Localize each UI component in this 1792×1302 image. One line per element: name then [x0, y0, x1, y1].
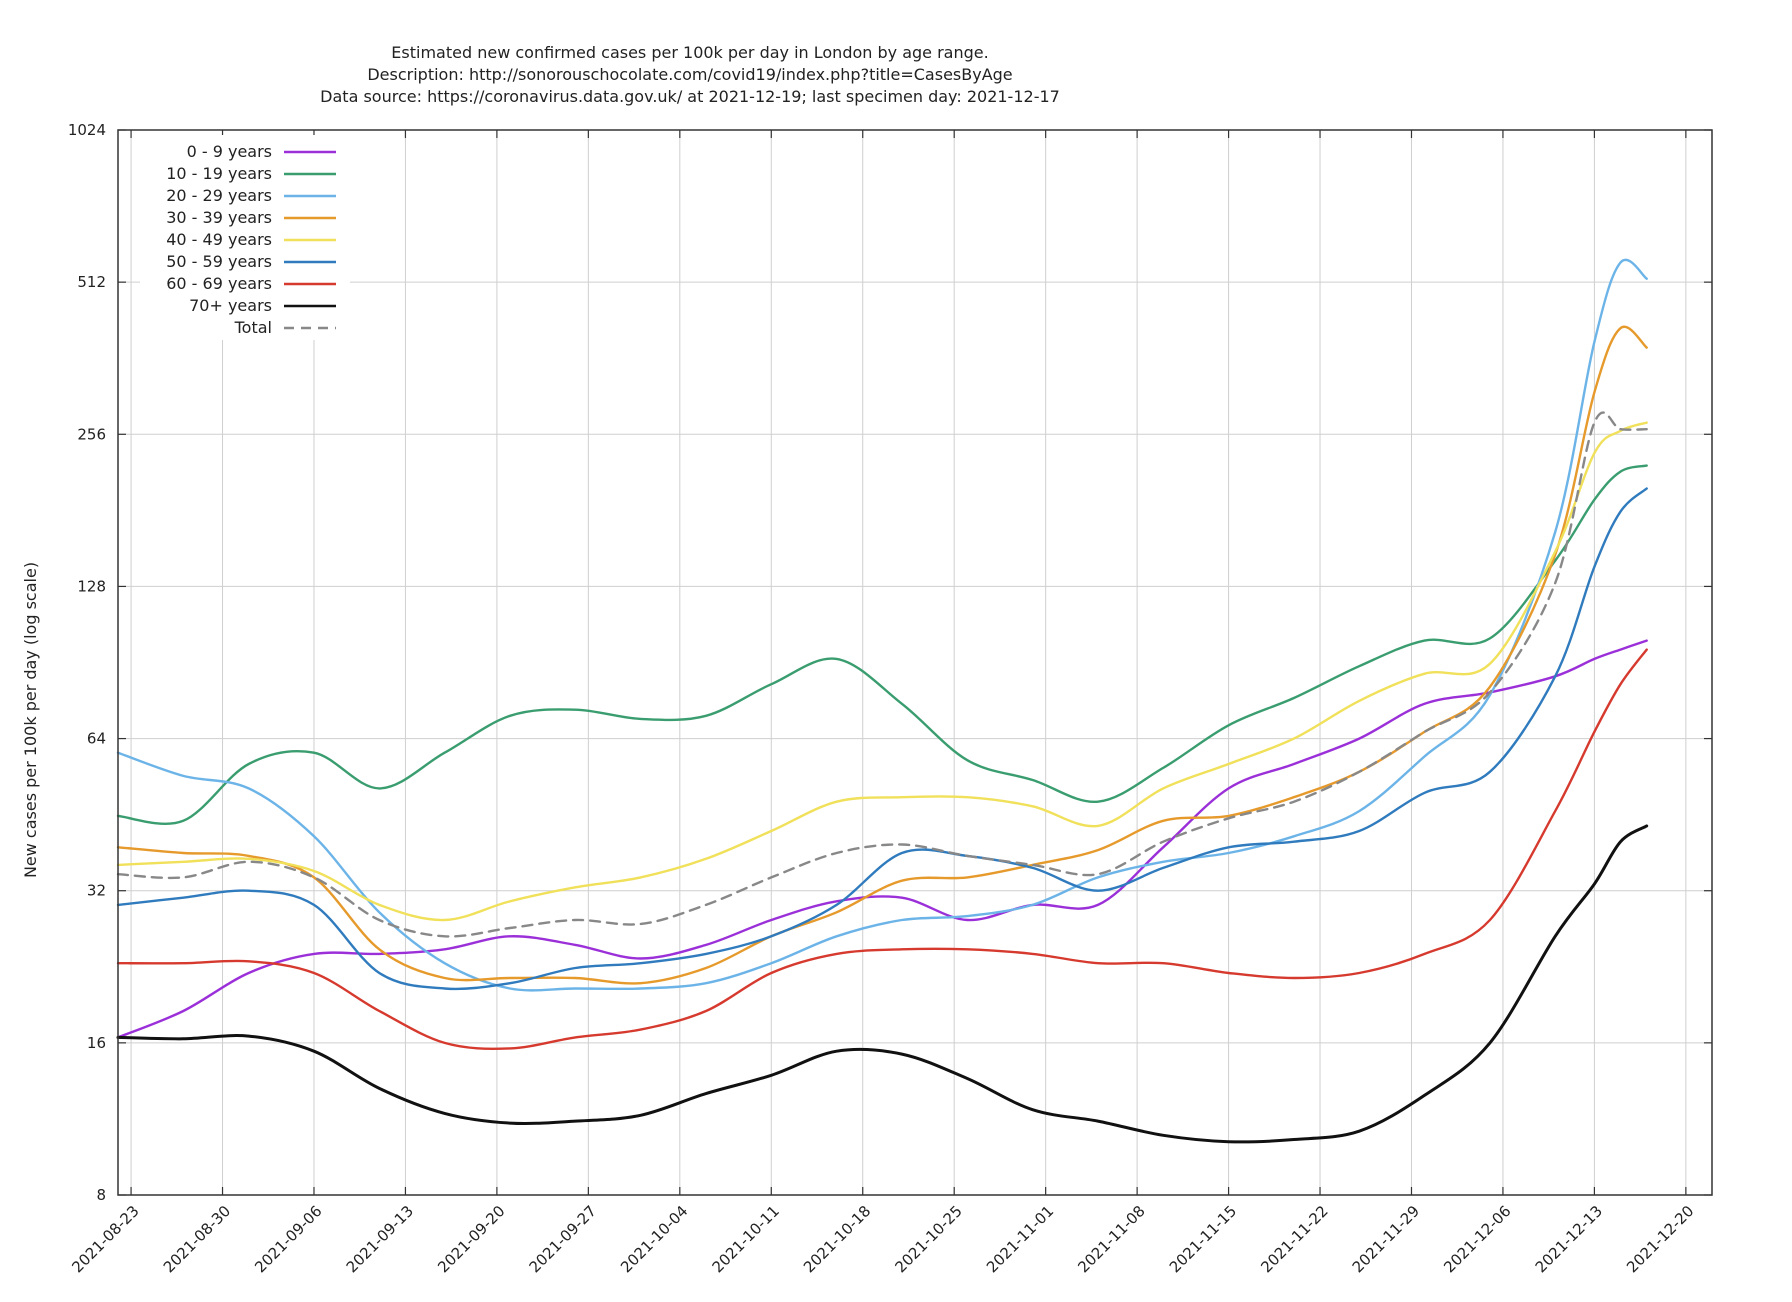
x-tick-label: 2021-11-08 [1074, 1202, 1148, 1276]
legend-label: 20 - 29 years [166, 186, 272, 205]
series-line-4 [116, 421, 1648, 922]
legend-label: 10 - 19 years [166, 164, 272, 183]
title-line-1: Estimated new confirmed cases per 100k p… [391, 43, 988, 62]
series-line-0 [116, 639, 1648, 1039]
series-line-1 [116, 464, 1648, 825]
legend-label: 70+ years [189, 296, 272, 315]
legend-label: 60 - 69 years [166, 274, 272, 293]
x-tick-label: 2021-10-25 [891, 1202, 965, 1276]
x-tick-label: 2021-12-13 [1532, 1202, 1606, 1276]
series-line-3 [116, 325, 1648, 985]
legend-label: 40 - 49 years [166, 230, 272, 249]
x-tick-label: 2021-11-22 [1257, 1202, 1331, 1276]
x-tick-label: 2021-09-20 [434, 1202, 508, 1276]
x-tick-label: 2021-08-30 [160, 1202, 234, 1276]
y-tick-label: 16 [87, 1034, 106, 1052]
x-tick-label: 2021-09-06 [251, 1202, 325, 1276]
series-line-7 [116, 824, 1649, 1144]
x-tick-label: 2021-09-27 [526, 1202, 600, 1276]
y-axis-label: New cases per 100k per day (log scale) [21, 562, 40, 878]
series-line-8 [116, 411, 1648, 938]
y-tick-label: 512 [77, 273, 106, 291]
legend-label: 0 - 9 years [187, 142, 272, 161]
legend: 0 - 9 years 10 - 19 years 20 - 29 years 30 … [140, 135, 350, 340]
x-tick-label: 2021-12-06 [1440, 1202, 1514, 1276]
legend-label: Total [234, 318, 272, 337]
y-tick-label: 1024 [68, 121, 106, 139]
x-tick-label: 2021-08-23 [68, 1202, 142, 1276]
y-tick-label: 8 [96, 1186, 106, 1204]
x-tick-label: 2021-10-11 [709, 1202, 783, 1276]
legend-label: 30 - 39 years [166, 208, 272, 227]
series-line-2 [116, 258, 1648, 992]
y-tick-label: 64 [87, 730, 106, 748]
legend-label: 50 - 59 years [166, 252, 272, 271]
plot-frame [117, 129, 1713, 1196]
title-line-2: Description: http://sonorouschocolate.co… [367, 65, 1012, 84]
y-tick-label: 256 [77, 425, 106, 443]
x-tick-label: 2021-11-01 [983, 1202, 1057, 1276]
y-axis-ticks: 8 16 32 64 128 256 512 1024 [68, 121, 1712, 1204]
x-tick-label: 2021-10-04 [617, 1202, 691, 1276]
chart-title: Estimated new confirmed cases per 100k p… [320, 43, 1060, 106]
x-tick-label: 2021-11-29 [1349, 1202, 1423, 1276]
y-tick-label: 32 [87, 882, 106, 900]
x-tick-label: 2021-11-15 [1166, 1202, 1240, 1276]
x-tick-label: 2021-09-13 [343, 1202, 417, 1276]
x-tick-label: 2021-12-20 [1623, 1202, 1697, 1276]
series-line-6 [116, 648, 1648, 1050]
y-tick-label: 128 [77, 577, 106, 595]
title-line-3: Data source: https://coronavirus.data.go… [320, 87, 1060, 106]
series-line-5 [116, 487, 1648, 991]
series-lines [116, 258, 1649, 1144]
x-tick-label: 2021-10-18 [800, 1202, 874, 1276]
grid [118, 129, 1712, 1196]
